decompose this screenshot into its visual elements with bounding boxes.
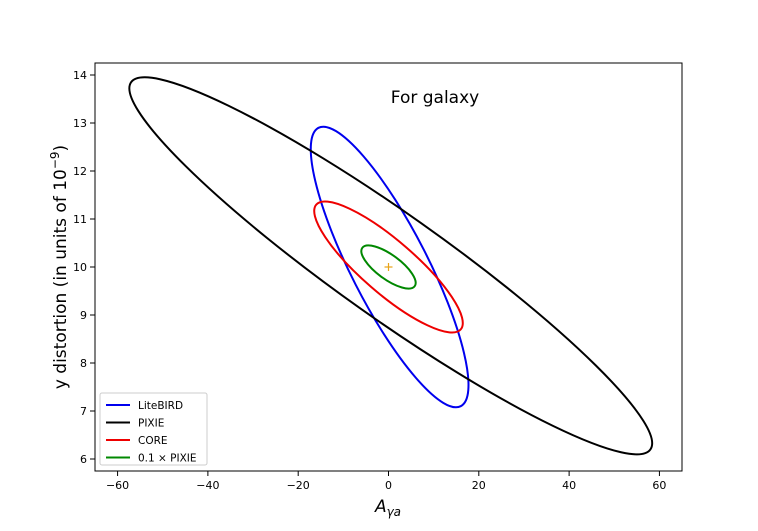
- legend-frame: [99, 392, 208, 466]
- x-tick-label: 0: [385, 479, 392, 492]
- contour-litebird: [309, 125, 470, 409]
- y-tick-label: 11: [73, 213, 87, 226]
- y-tick-label: 14: [73, 69, 87, 82]
- x-tick-label: −40: [196, 479, 219, 492]
- x-tick-label: −60: [106, 479, 129, 492]
- y-axis-ticks: 6 7 8 9 10 11 12 13 14: [73, 69, 95, 466]
- chart-title: For galaxy: [391, 88, 479, 108]
- contour-group: [128, 76, 654, 456]
- x-tick-label: −20: [287, 479, 310, 492]
- contour-pixie: [128, 76, 654, 456]
- x-tick-label: 60: [652, 479, 666, 492]
- y-axis-label: y distortion (in units of 10−9): [48, 145, 71, 389]
- legend-label: 0.1 × PIXIE: [138, 453, 197, 465]
- x-tick-label: 20: [472, 479, 486, 492]
- contour-0-1-pixie: [360, 244, 417, 290]
- contour-core: [313, 200, 464, 334]
- x-tick-label: 40: [562, 479, 576, 492]
- x-axis-ticks: −60 −40 −20 0 20 40 60: [106, 471, 666, 492]
- y-tick-label: 6: [80, 453, 87, 466]
- y-tick-label: 9: [80, 309, 87, 322]
- legend-label: PIXIE: [138, 418, 164, 430]
- y-tick-label: 12: [73, 165, 87, 178]
- y-tick-label: 8: [80, 357, 87, 370]
- legend-label: LiteBIRD: [138, 400, 183, 412]
- y-tick-label: 10: [73, 261, 87, 274]
- y-tick-label: 13: [73, 117, 87, 130]
- y-tick-label: 7: [80, 405, 87, 418]
- legend-label: CORE: [138, 435, 168, 447]
- legend: LiteBIRD PIXIE CORE 0.1 × PIXIE: [99, 392, 208, 466]
- legend-items: LiteBIRD PIXIE CORE 0.1 × PIXIE: [106, 400, 197, 465]
- fiducial-marker: [384, 263, 393, 271]
- x-axis-label: Aγa: [374, 497, 401, 519]
